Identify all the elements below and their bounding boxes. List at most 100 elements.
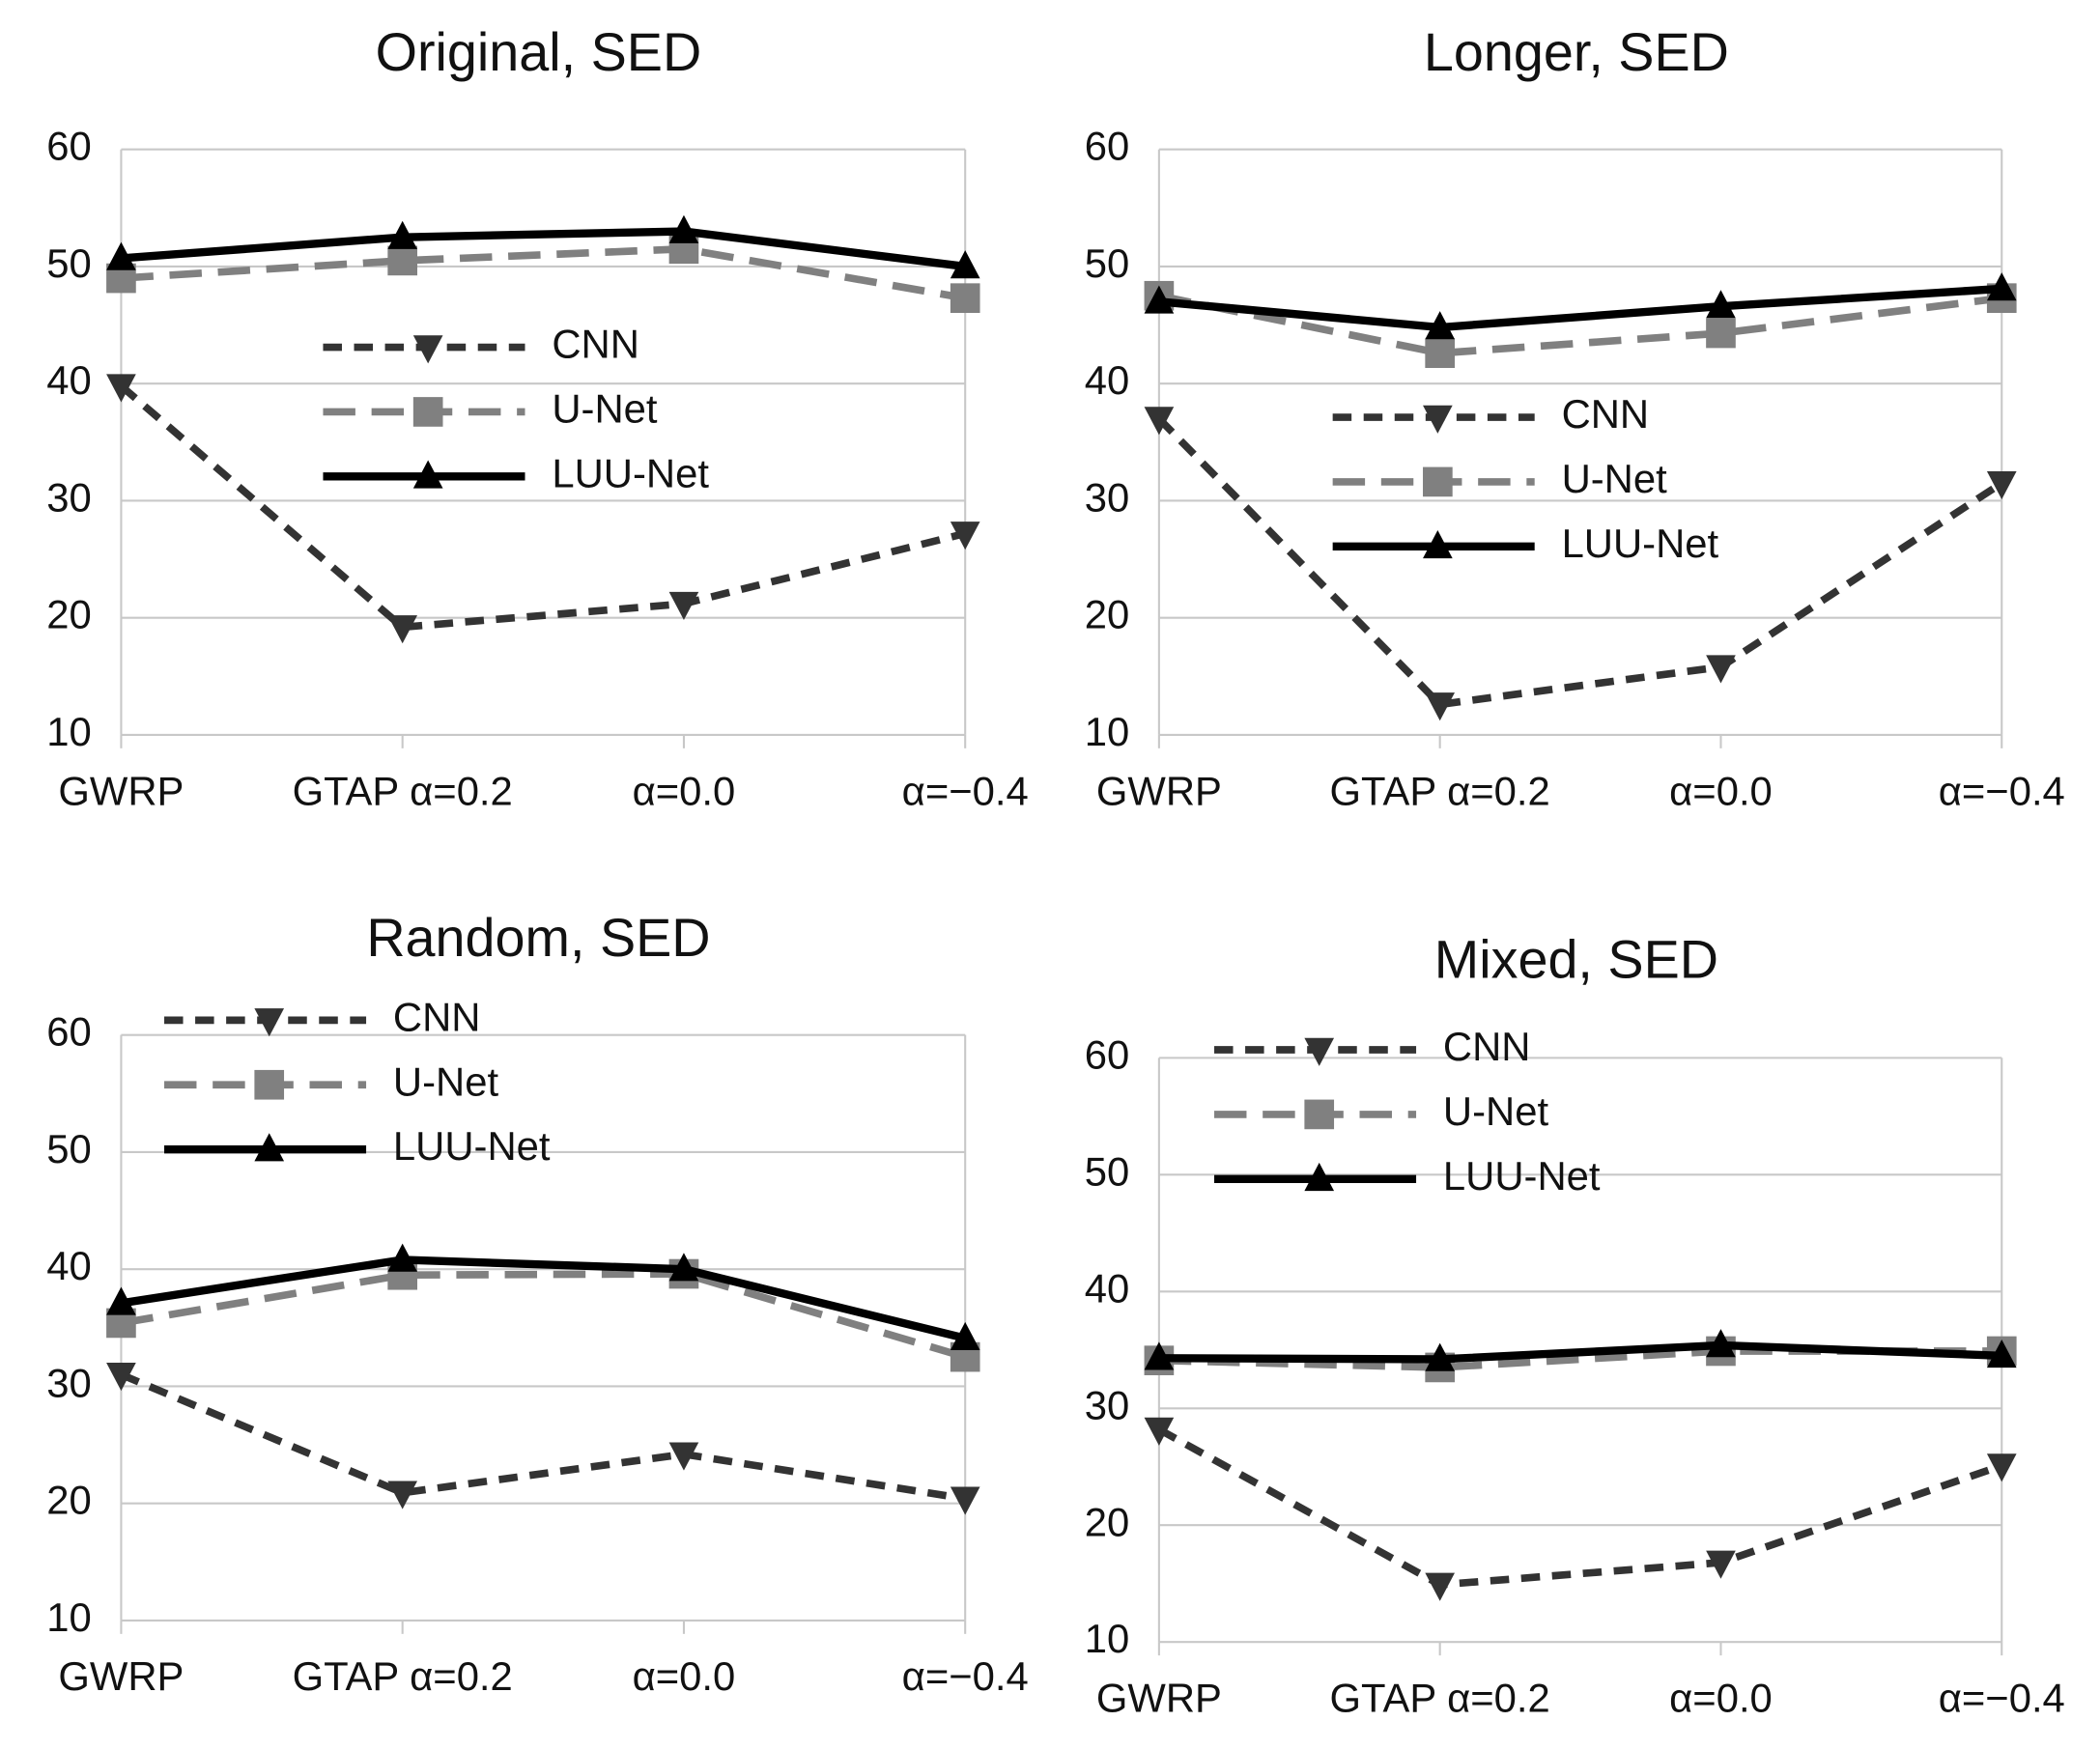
marker [1144,1341,1175,1370]
marker [1144,407,1175,436]
legend-label: LUU-Net [1562,521,1719,566]
y-tick-label: 30 [1085,1382,1130,1427]
chart-title: Longer, SED [1424,22,1729,82]
legend-label: U-Net [393,1058,499,1104]
x-tick-label: GTAP α=0.2 [293,768,513,813]
y-tick-label: 40 [46,357,91,403]
marker [1986,1453,2017,1482]
marker [1986,470,2017,500]
marker [950,250,980,279]
x-tick-label: α=−0.4 [1939,768,2065,813]
marker [950,1321,980,1350]
chart-title: Original, SED [376,22,702,82]
x-tick-label: GWRP [58,1653,184,1699]
y-tick-label: 50 [46,240,91,286]
y-tick-label: 60 [1085,124,1130,169]
marker [387,615,418,644]
y-tick-label: 10 [1085,709,1130,754]
marker [1706,318,1736,349]
marker [387,1481,418,1509]
marker [387,220,418,249]
series-line [121,244,966,302]
x-tick-label: α=−0.4 [902,1653,1029,1699]
series-line [118,382,967,632]
legend-marker [254,1069,285,1100]
legend-label: CNN [1443,1024,1531,1069]
y-tick-label: 20 [46,1478,91,1523]
marker [1425,311,1456,340]
legend-label: U-Net [552,386,658,432]
y-tick-label: 60 [1085,1031,1130,1077]
y-tick-label: 30 [46,474,91,520]
marker [668,591,699,620]
legend-label: U-Net [1443,1088,1549,1134]
legend-marker [1423,405,1453,434]
legend-marker [1304,1162,1335,1192]
x-tick-label: GTAP α=0.2 [1330,768,1550,813]
marker [1425,338,1456,368]
chart-title: Random, SED [366,908,710,968]
marker [1425,692,1456,721]
legend-marker [254,1008,285,1037]
x-tick-label: α=0.0 [633,1653,736,1699]
marker [106,241,136,270]
y-tick-label: 30 [1085,474,1130,520]
series-line [1158,1340,2002,1364]
x-tick-label: α=0.0 [633,768,736,813]
series-line [120,1255,967,1342]
y-tick-label: 40 [46,1243,91,1288]
marker [668,1253,699,1282]
marker [1706,655,1736,684]
marker [1986,272,2017,301]
series-line [119,1370,966,1503]
y-tick-label: 20 [46,592,91,637]
marker [1706,290,1736,319]
marker [1144,1417,1175,1446]
series-line [1158,284,2002,332]
legend-label: LUU-Net [1443,1153,1601,1199]
marker [1144,285,1175,314]
x-tick-label: α=0.0 [1669,1676,1773,1721]
y-tick-label: 30 [46,1360,91,1405]
legend-label: LUU-Net [552,450,709,495]
series-line [121,227,966,271]
y-tick-label: 10 [46,709,91,754]
marker [106,374,136,403]
x-tick-label: GWRP [58,768,184,813]
x-tick-label: GTAP α=0.2 [293,1653,513,1699]
series-line [1158,292,2002,357]
y-tick-label: 40 [1085,1265,1130,1311]
marker [1986,1339,2017,1368]
chart-title: Mixed, SED [1434,930,1718,990]
legend-marker [412,460,443,489]
marker [668,214,699,243]
marker [950,522,980,550]
x-tick-label: α=0.0 [1669,768,1773,813]
y-tick-label: 20 [1085,592,1130,637]
y-tick-label: 20 [1085,1499,1130,1544]
marker [668,1442,699,1471]
y-tick-label: 50 [1085,1148,1130,1194]
legend-marker [412,335,443,364]
y-tick-label: 10 [46,1594,91,1640]
y-tick-label: 60 [46,1009,91,1055]
marker [1425,1572,1456,1601]
marker [1706,1329,1736,1358]
legend-marker [1423,466,1453,497]
y-tick-label: 40 [1085,357,1130,403]
marker [387,245,418,276]
marker [950,1486,980,1515]
legend-marker [1423,529,1453,559]
legend-label: U-Net [1562,456,1668,501]
legend-marker [412,397,443,427]
legend-marker [1304,1099,1335,1130]
legend-label: CNN [552,322,639,367]
legend-marker [1304,1037,1335,1066]
y-tick-label: 60 [46,124,91,169]
y-tick-label: 50 [1085,240,1130,286]
marker [1706,1550,1736,1579]
marker [106,1286,136,1315]
x-tick-label: α=−0.4 [902,768,1029,813]
